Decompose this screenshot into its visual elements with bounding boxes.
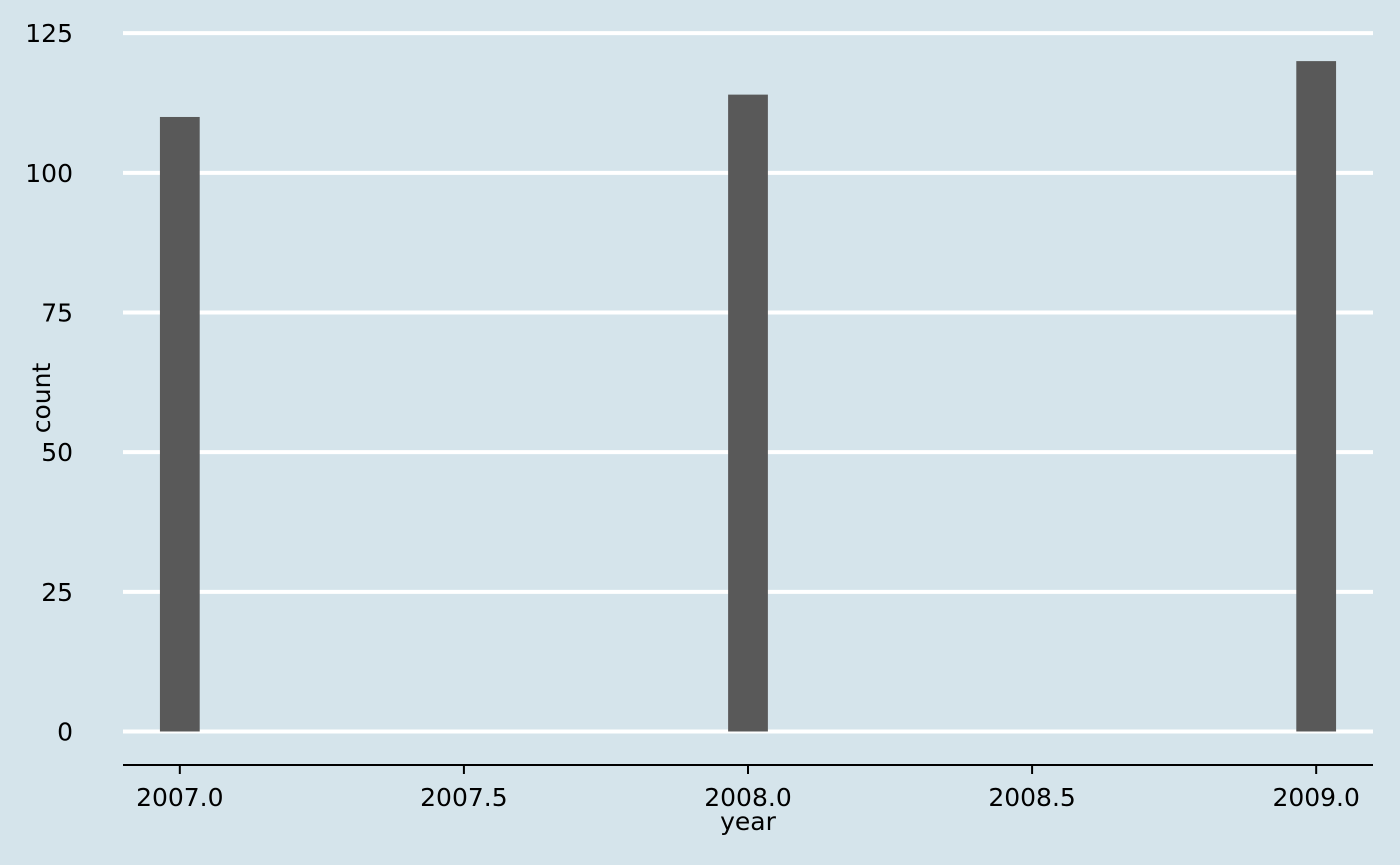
x-tick-label: 2009.0 <box>1272 783 1359 812</box>
bar <box>1296 61 1337 732</box>
y-tick-label: 75 <box>41 298 73 327</box>
y-tick-label: 125 <box>25 19 73 48</box>
y-axis-label: count <box>27 363 56 434</box>
x-tick-label: 2007.5 <box>420 783 507 812</box>
y-tick-label: 25 <box>41 578 73 607</box>
bar <box>728 94 768 732</box>
x-axis-label: year <box>720 807 776 836</box>
y-tick-label: 50 <box>41 438 73 467</box>
bar <box>159 116 200 732</box>
x-axis: 2007.0 2007.5 2008.0 2008.5 2009.0 <box>123 764 1373 812</box>
x-tick-label: 2008.0 <box>704 783 791 812</box>
x-tick-label: 2007.0 <box>136 783 223 812</box>
y-axis-ticks: 0 25 50 75 100 125 <box>25 19 73 746</box>
y-tick-label: 0 <box>57 717 73 746</box>
bars <box>159 61 1337 732</box>
y-tick-label: 100 <box>25 159 73 188</box>
x-tick-label: 2008.5 <box>988 783 1075 812</box>
